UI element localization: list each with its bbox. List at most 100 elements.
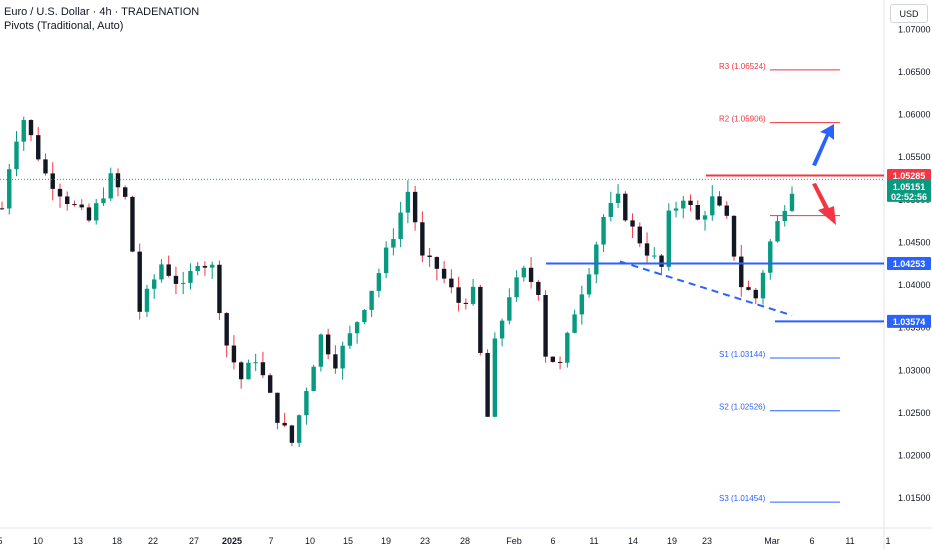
pivot-label-r3: R3 (1.06524) bbox=[719, 62, 766, 71]
candle-body bbox=[507, 297, 512, 321]
candle-body bbox=[333, 354, 338, 369]
candle-body bbox=[65, 196, 70, 205]
currency-button[interactable]: USD bbox=[890, 4, 928, 23]
price-axis-tick: 1.02500 bbox=[898, 408, 931, 418]
time-axis-tick: 18 bbox=[112, 536, 122, 546]
price-axis-tick: 1.07000 bbox=[898, 24, 931, 34]
candle-body bbox=[79, 204, 84, 208]
candle-body bbox=[296, 415, 302, 443]
candle-body bbox=[456, 287, 461, 303]
candle-body bbox=[789, 193, 795, 211]
support-1-price-label-text: 1.04253 bbox=[893, 259, 926, 269]
candle-body bbox=[318, 334, 324, 367]
candle-body bbox=[543, 294, 548, 357]
candle-body bbox=[57, 188, 63, 197]
candle-body bbox=[775, 221, 780, 242]
candle-body bbox=[623, 193, 628, 221]
candle-body bbox=[768, 241, 773, 273]
candle-body bbox=[144, 288, 150, 312]
candle-body bbox=[188, 271, 193, 283]
support-2-price-label-box bbox=[887, 314, 931, 328]
candle-body bbox=[695, 205, 700, 220]
candle-body bbox=[702, 215, 708, 220]
candle-body bbox=[478, 286, 483, 353]
indicator-legend[interactable]: Pivots (Traditional, Auto) bbox=[4, 20, 124, 32]
symbol-title[interactable]: Euro / U.S. Dollar · 4h · TRADENATION bbox=[4, 6, 200, 18]
candle-body bbox=[231, 345, 237, 363]
time-axis-tick: 22 bbox=[148, 536, 158, 546]
candle-body bbox=[644, 243, 650, 256]
candle-body bbox=[260, 362, 266, 376]
chart-header: Euro / U.S. Dollar · 4h · TRADENATION Pi… bbox=[4, 5, 199, 33]
price-axis-tick: 1.04000 bbox=[898, 280, 931, 290]
candle-body bbox=[282, 422, 287, 426]
candle-body bbox=[14, 141, 19, 170]
current-price-label-text: 02:52:56 bbox=[891, 192, 927, 202]
candle-body bbox=[0, 208, 5, 210]
candle-body bbox=[710, 196, 715, 216]
candle-body bbox=[470, 286, 476, 304]
candle-body bbox=[137, 251, 142, 312]
candle-body bbox=[362, 309, 367, 323]
candle-body bbox=[325, 334, 331, 355]
candle-body bbox=[246, 362, 251, 380]
candle-body bbox=[123, 187, 128, 197]
candle-body bbox=[652, 255, 657, 257]
candle-body bbox=[354, 322, 360, 334]
candle-body bbox=[630, 220, 635, 227]
candle-body bbox=[202, 265, 208, 268]
candle-body bbox=[601, 216, 606, 245]
candle-body bbox=[152, 279, 157, 289]
candle-body bbox=[724, 205, 729, 216]
candle-body bbox=[608, 203, 614, 217]
price-axis-tick: 1.06500 bbox=[898, 67, 931, 77]
time-axis-tick: 11 bbox=[845, 536, 854, 546]
candle-body bbox=[405, 191, 411, 213]
candle-body bbox=[731, 215, 737, 257]
candle-body bbox=[420, 222, 425, 256]
support-2-price-label-text: 1.03574 bbox=[893, 317, 926, 327]
time-axis-tick: 5 bbox=[0, 536, 3, 546]
candle-body bbox=[267, 375, 273, 393]
time-axis-tick: 13 bbox=[73, 536, 83, 546]
candle-body bbox=[195, 265, 200, 272]
price-axis-tick: 1.03000 bbox=[898, 365, 931, 375]
candle-body bbox=[673, 208, 679, 211]
time-axis-tick: 1 bbox=[885, 536, 890, 546]
time-axis-tick: 6 bbox=[550, 536, 555, 546]
candle-body bbox=[166, 264, 171, 276]
candle-body bbox=[108, 173, 113, 199]
candle-body bbox=[594, 244, 599, 275]
candle-body bbox=[536, 281, 541, 295]
bullish-arrow-icon bbox=[812, 124, 834, 166]
candle-body bbox=[217, 264, 222, 314]
pivot-label-s3: S3 (1.01454) bbox=[719, 494, 766, 503]
candle-body bbox=[492, 338, 498, 417]
candle-body bbox=[485, 352, 490, 417]
pivot-label-s2: S2 (1.02526) bbox=[719, 403, 766, 412]
time-axis-tick: 28 bbox=[460, 536, 470, 546]
candle-body bbox=[36, 135, 41, 160]
support-1-price-label-box bbox=[887, 256, 931, 270]
candle-body bbox=[72, 204, 77, 206]
candle-body bbox=[565, 332, 570, 363]
candle-body bbox=[130, 196, 135, 252]
time-axis-tick: 23 bbox=[702, 536, 712, 546]
candle-body bbox=[304, 391, 309, 416]
candle-body bbox=[50, 173, 55, 189]
price-axis-tick: 1.05500 bbox=[898, 152, 931, 162]
candle-body bbox=[586, 274, 592, 295]
candle-body bbox=[275, 392, 280, 423]
candle-body bbox=[86, 207, 92, 221]
candle-body bbox=[376, 273, 382, 291]
candle-body bbox=[463, 302, 469, 304]
candle-body bbox=[739, 256, 744, 288]
price-axis-tick: 1.01500 bbox=[898, 493, 931, 503]
candle-body bbox=[238, 362, 244, 380]
candle-body bbox=[224, 313, 229, 346]
candle-body bbox=[21, 120, 26, 142]
dashed-trendline bbox=[619, 260, 793, 317]
candle-body bbox=[340, 345, 345, 369]
time-axis-tick: 2025 bbox=[222, 536, 242, 546]
